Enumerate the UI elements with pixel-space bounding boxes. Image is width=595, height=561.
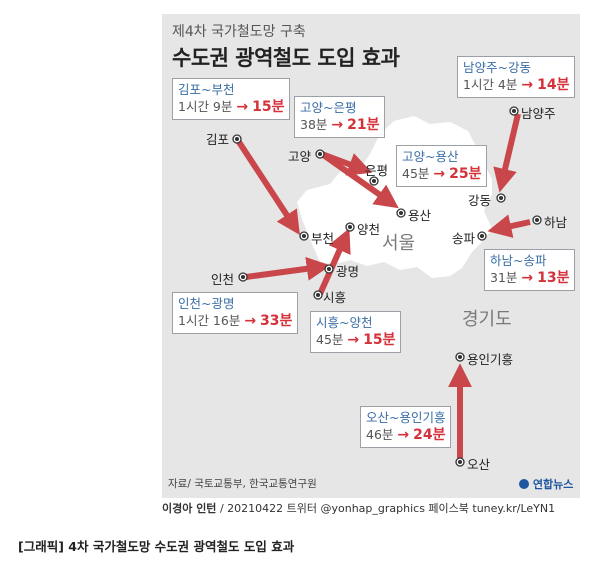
time-before: 1시간 16분 xyxy=(178,313,241,328)
time-arrow: → xyxy=(331,117,344,133)
arrow-gimpo-bucheon xyxy=(234,137,300,236)
city-goyang: 고양 xyxy=(288,149,312,164)
route-box-siheung-yangcheon: 시흥~양천 45분 → 15분 xyxy=(310,311,402,353)
route-box-incheon-gwangmyeong: 인천~광명 1시간 16분 → 33분 xyxy=(172,292,299,334)
route-box-goyang-eunpyeong: 고양~은평 38분 → 21분 xyxy=(294,96,386,138)
yonhap-logo-icon xyxy=(519,479,529,489)
region-gyeonggi: 경기도 xyxy=(462,309,512,330)
target-dot-icon xyxy=(345,222,355,232)
city-osan: 오산 xyxy=(467,457,491,472)
route-box-osan-yongin: 오산~용인기흥 46분 → 24분 xyxy=(360,406,452,448)
route-box-goyang-yongsan: 고양~용산 45분 → 25분 xyxy=(396,145,488,187)
city-gangdong: 강동 xyxy=(468,193,492,208)
target-dot-icon xyxy=(238,272,248,282)
target-dot-icon xyxy=(369,176,379,186)
city-songpa: 송파 xyxy=(452,231,476,246)
route-title: 시흥~양천 xyxy=(316,315,373,330)
route-arrows xyxy=(234,113,531,458)
city-yongsan: 용산 xyxy=(408,208,432,223)
time-before: 45분 xyxy=(402,166,430,181)
arrow-hanam-songpa xyxy=(487,214,531,238)
route-box-hanam-songpa: 하남~송파 31분 → 13분 xyxy=(484,249,576,291)
time-arrow: → xyxy=(347,332,360,348)
yonhap-logo: 연합뉴스 xyxy=(519,476,573,492)
time-after: 14분 xyxy=(537,77,570,93)
target-dot-icon xyxy=(455,457,465,467)
byline: 이경아 인턴 / 20210422 트위터 @yonhap_graphics 페… xyxy=(162,500,555,516)
target-dot-icon xyxy=(509,106,519,116)
city-siheung: 시흥 xyxy=(323,290,347,305)
city-gimpo: 김포 xyxy=(206,132,230,147)
time-after: 24분 xyxy=(413,427,446,443)
arrow-namyangju-gangdong xyxy=(493,113,521,193)
route-box-gimpo-bucheon: 김포~부천 1시간 9분 → 15분 xyxy=(172,78,291,120)
target-dot-icon xyxy=(396,208,406,218)
station-markers xyxy=(232,106,542,467)
city-gwangmyeong: 광명 xyxy=(336,264,360,279)
time-after: 25분 xyxy=(449,166,482,182)
target-dot-icon xyxy=(496,193,506,203)
target-dot-icon xyxy=(232,134,242,144)
time-before: 45분 xyxy=(316,332,344,347)
city-bucheon: 부천 xyxy=(311,231,335,246)
city-incheon: 인천 xyxy=(211,272,235,287)
headline: 수도권 광역철도 도입 효과 xyxy=(172,46,400,70)
time-before: 1시간 9분 xyxy=(178,99,233,114)
route-title: 인천~광명 xyxy=(178,296,235,311)
route-title: 고양~은평 xyxy=(300,100,357,115)
caption: [그래픽] 4차 국가철도망 수도권 광역철도 도입 효과 xyxy=(18,539,295,554)
byline-rest: / 20210422 트위터 @yonhap_graphics 페이스북 tun… xyxy=(219,502,556,515)
target-dot-icon xyxy=(315,149,325,159)
time-before: 1시간 4분 xyxy=(463,77,518,92)
route-title: 하남~송파 xyxy=(490,253,547,268)
time-arrow: → xyxy=(521,77,534,93)
city-yongin: 용인기흥 xyxy=(467,352,514,367)
logo-text: 연합뉴스 xyxy=(532,478,574,491)
time-arrow: → xyxy=(244,313,257,329)
target-dot-icon xyxy=(313,290,323,300)
target-dot-icon xyxy=(324,264,334,274)
time-after: 13분 xyxy=(537,270,570,286)
city-hanam: 하남 xyxy=(544,215,568,230)
arrow-goyang-yongsan xyxy=(320,151,399,209)
target-dot-icon xyxy=(532,215,542,225)
time-after: 15분 xyxy=(252,99,285,115)
route-title: 오산~용인기흥 xyxy=(366,410,446,425)
time-after: 21분 xyxy=(347,117,380,133)
time-arrow: → xyxy=(397,427,410,443)
time-after: 33분 xyxy=(260,313,293,329)
time-before: 31분 xyxy=(490,270,518,285)
time-arrow: → xyxy=(433,166,446,182)
byline-author: 이경아 인턴 xyxy=(162,502,217,515)
region-seoul: 서울 xyxy=(382,233,416,254)
time-before: 46분 xyxy=(366,427,394,442)
source-note: 자료/ 국토교통부, 한국교통연구원 xyxy=(168,478,317,490)
route-title: 고양~용산 xyxy=(402,149,459,164)
city-namyangju: 남양주 xyxy=(521,106,556,121)
arrow-incheon-gwangmyeong xyxy=(245,256,331,281)
route-box-namyangju-gangdong: 남양주~강동 1시간 4분 → 14분 xyxy=(457,56,576,98)
city-yangcheon: 양천 xyxy=(357,222,381,237)
route-title: 남양주~강동 xyxy=(463,60,531,75)
time-arrow: → xyxy=(521,270,534,286)
infographic: 제4차 국가철도망 구축 수도권 광역철도 도입 효과 서울 경기도 김포 부천… xyxy=(162,14,580,498)
target-dot-icon xyxy=(299,231,309,241)
time-before: 38분 xyxy=(300,117,328,132)
city-eunpyeong: 은평 xyxy=(365,163,389,178)
target-dot-icon xyxy=(477,231,487,241)
route-title: 김포~부천 xyxy=(178,82,235,97)
time-after: 15분 xyxy=(363,332,396,348)
kicker: 제4차 국가철도망 구축 xyxy=(172,24,306,40)
time-arrow: → xyxy=(236,99,249,115)
target-dot-icon xyxy=(455,352,465,362)
